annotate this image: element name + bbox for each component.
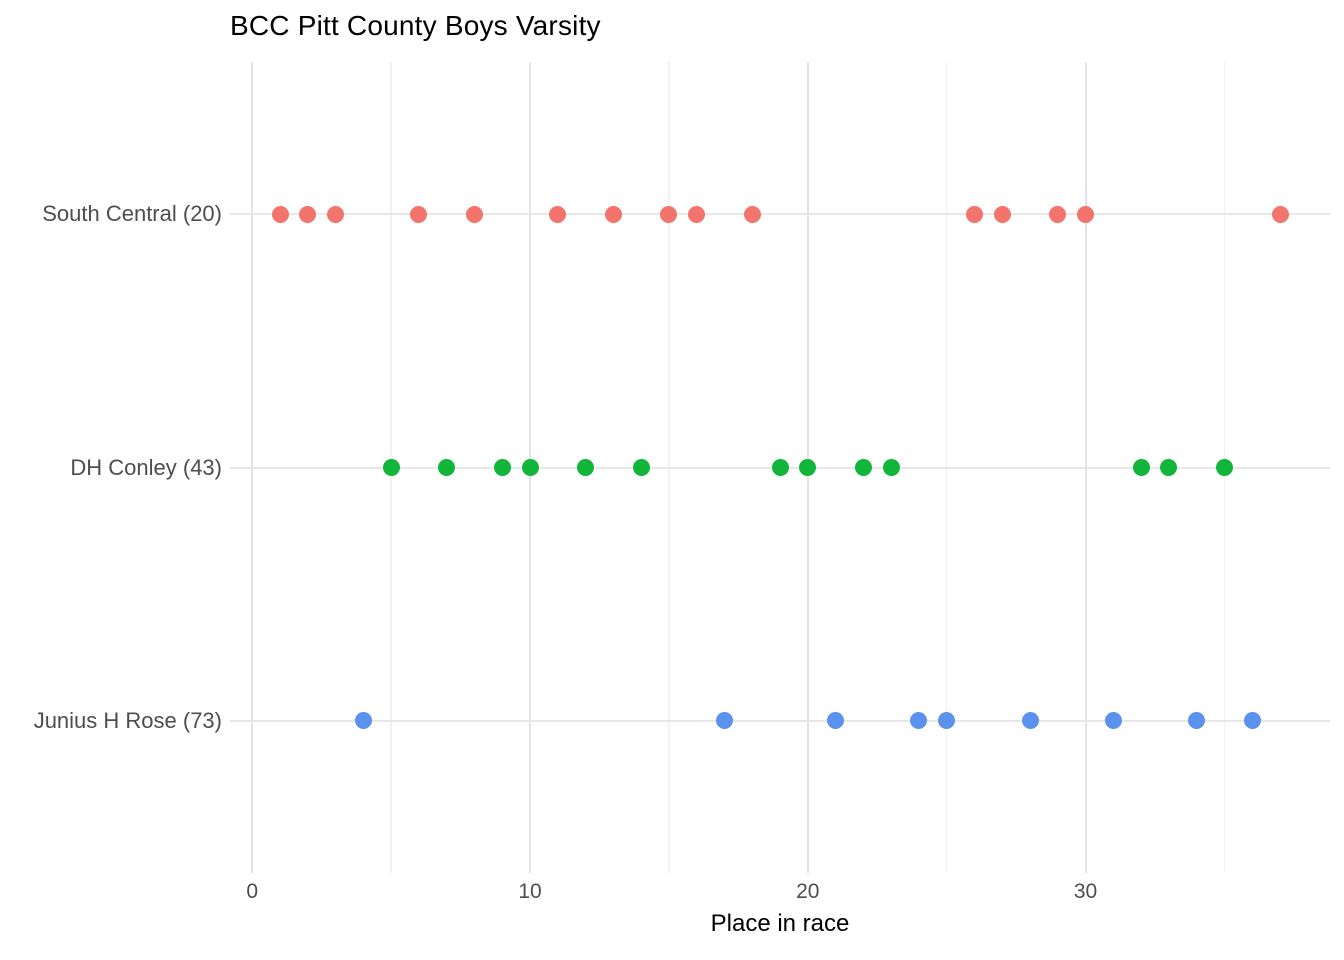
row-gridline xyxy=(230,213,1330,216)
data-point xyxy=(632,459,650,476)
data-point xyxy=(965,205,983,223)
data-point xyxy=(493,459,511,476)
x-tick-label: 20 xyxy=(796,880,820,903)
data-point xyxy=(660,205,678,223)
data-point xyxy=(410,205,428,223)
data-point xyxy=(1049,205,1067,223)
data-point xyxy=(743,205,761,223)
data-point xyxy=(854,459,872,476)
data-point xyxy=(799,459,817,476)
data-point xyxy=(549,205,567,223)
data-point xyxy=(327,205,345,223)
data-point xyxy=(299,205,317,223)
data-point xyxy=(1243,712,1261,730)
y-axis-label: DH Conley (43) xyxy=(70,454,222,480)
data-point xyxy=(1215,459,1233,476)
data-point xyxy=(438,459,456,476)
data-point xyxy=(521,459,539,476)
data-point xyxy=(604,205,622,223)
data-point xyxy=(1188,712,1206,730)
data-point xyxy=(1104,712,1122,730)
data-point xyxy=(354,712,372,730)
x-tick-label: 10 xyxy=(518,880,542,903)
y-axis-label: South Central (20) xyxy=(42,201,222,227)
y-axis-label: Junius H Rose (73) xyxy=(33,707,222,733)
data-point xyxy=(771,459,789,476)
x-tick-label: 30 xyxy=(1073,880,1098,903)
data-point xyxy=(910,712,928,730)
data-point xyxy=(1160,459,1178,476)
data-point xyxy=(382,459,400,476)
data-point xyxy=(938,712,956,730)
data-point xyxy=(1132,459,1150,476)
row-gridline xyxy=(230,719,1330,722)
data-point xyxy=(271,205,289,223)
data-point xyxy=(577,459,595,476)
data-point xyxy=(1271,205,1289,223)
data-point xyxy=(715,712,733,730)
x-tick-label: 0 xyxy=(246,880,259,903)
data-point xyxy=(465,205,483,223)
data-point xyxy=(1077,205,1095,223)
data-point xyxy=(882,459,900,476)
data-point xyxy=(688,205,706,223)
data-point xyxy=(993,205,1011,223)
chart-title: BCC Pitt County Boys Varsity xyxy=(230,10,601,41)
data-point xyxy=(1021,712,1039,730)
x-axis-title: Place in race xyxy=(710,910,850,937)
data-point xyxy=(827,712,845,730)
